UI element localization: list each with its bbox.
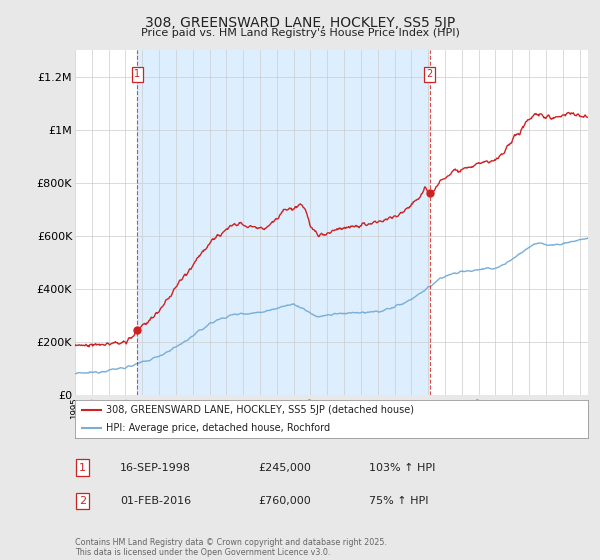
Bar (137, 50, 430, 395)
Text: 308, GREENSWARD LANE, HOCKLEY, SS5 5JP: 308, GREENSWARD LANE, HOCKLEY, SS5 5JP (145, 16, 455, 30)
Text: 1: 1 (134, 69, 140, 80)
Text: 75% ↑ HPI: 75% ↑ HPI (369, 496, 428, 506)
Text: 1: 1 (79, 463, 86, 473)
Text: HPI: Average price, detached house, Rochford: HPI: Average price, detached house, Roch… (106, 423, 330, 433)
Text: 01-FEB-2016: 01-FEB-2016 (120, 496, 191, 506)
Text: 2: 2 (427, 69, 433, 80)
Text: 308, GREENSWARD LANE, HOCKLEY, SS5 5JP (detached house): 308, GREENSWARD LANE, HOCKLEY, SS5 5JP (… (106, 405, 414, 415)
Text: £245,000: £245,000 (258, 463, 311, 473)
Text: Price paid vs. HM Land Registry's House Price Index (HPI): Price paid vs. HM Land Registry's House … (140, 28, 460, 38)
Text: 16-SEP-1998: 16-SEP-1998 (120, 463, 191, 473)
Text: Contains HM Land Registry data © Crown copyright and database right 2025.
This d: Contains HM Land Registry data © Crown c… (75, 538, 387, 557)
Text: 2: 2 (79, 496, 86, 506)
Text: £760,000: £760,000 (258, 496, 311, 506)
Text: 103% ↑ HPI: 103% ↑ HPI (369, 463, 436, 473)
